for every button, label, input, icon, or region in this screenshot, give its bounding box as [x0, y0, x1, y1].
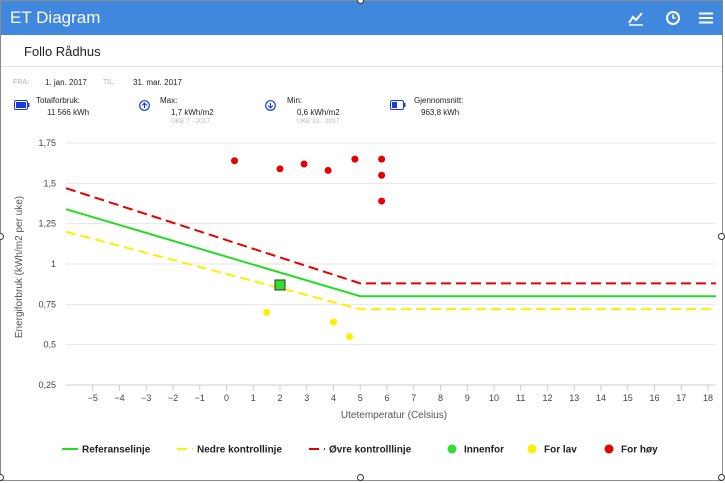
- data-point-2-5: [378, 155, 386, 163]
- x-tick-label: 3: [304, 393, 309, 403]
- series-line-1: [65, 230, 716, 311]
- max-value: 1,7 kWh/m2: [171, 108, 214, 117]
- legend-swatch-5: [604, 444, 614, 454]
- series-line-2: [65, 187, 716, 285]
- resize-handle-bottom-right[interactable]: [718, 474, 725, 481]
- y-tick-label: 1,25: [38, 219, 56, 229]
- data-point-2-7: [378, 197, 386, 205]
- legend-swatch-3: [447, 444, 457, 454]
- avg-label: Gjennomsnitt:: [414, 96, 464, 105]
- data-point-2-2: [300, 160, 308, 168]
- data-point-2-0: [231, 157, 239, 165]
- avg-value: 963,8 kWh: [421, 108, 460, 117]
- x-tick-label: 10: [489, 393, 499, 403]
- arrow-up-circle-icon: [139, 100, 150, 111]
- x-tick-label: 18: [703, 393, 713, 403]
- min-value: 0,6 kWh/m2: [297, 108, 340, 117]
- x-tick-label: 7: [411, 393, 416, 403]
- legend-label-0: Referanselinje: [82, 445, 151, 456]
- data-point-1-1: [329, 318, 337, 326]
- x-tick-label: −5: [88, 393, 98, 403]
- from-value: 1. jan. 2017: [45, 78, 87, 87]
- x-tick-label: 12: [542, 393, 552, 403]
- x-axis-ticks: −5 −4 −3 −2 −1 0 1 2 3 4 5 6 7 8 9 10 11 12 13 14 15 16 17 18: [88, 393, 713, 403]
- x-tick-label: −1: [195, 393, 205, 403]
- max-week: UKE 7 - 2017: [171, 118, 211, 125]
- x-tick-label: 2: [277, 393, 282, 403]
- x-tick-label: 17: [676, 393, 686, 403]
- x-tick-label: 0: [224, 393, 229, 403]
- data-point-2-4: [351, 155, 359, 163]
- x-tick-label: 11: [516, 393, 525, 403]
- legend-label-3: Innenfor: [464, 445, 504, 456]
- page-title: Follo Rådhus: [24, 44, 101, 59]
- y-tick-label: 0,5: [43, 340, 56, 350]
- from-label: FRA:: [13, 79, 29, 86]
- page-header: Follo Rådhus: [1, 36, 722, 67]
- data-point-2-3: [324, 166, 332, 174]
- min-label: Min:: [287, 96, 303, 105]
- y-tick-label: 1,5: [43, 178, 56, 188]
- legend-label-4: For lav: [544, 445, 577, 456]
- legend-swatch-4: [527, 444, 537, 454]
- menu-icon[interactable]: [698, 10, 714, 26]
- chart-line-icon[interactable]: [628, 10, 644, 26]
- battery-half-icon: [390, 100, 406, 110]
- x-tick-label: −3: [141, 393, 151, 403]
- min-week: UKE 13 - 2017: [297, 118, 340, 125]
- max-label: Max:: [160, 96, 178, 105]
- arrow-down-circle-icon: [265, 100, 276, 111]
- x-tick-label: 5: [358, 393, 363, 403]
- y-tick-label: 0,75: [38, 299, 56, 309]
- data-point-0-0: [274, 279, 286, 291]
- legend-label-1: Nedre kontrollinje: [197, 445, 282, 456]
- total-label: Totalforbruk:: [36, 96, 81, 105]
- x-tick-label: 13: [569, 393, 579, 403]
- x-tick-label: −2: [168, 393, 178, 403]
- to-label: TIL:: [103, 79, 116, 86]
- battery-full-icon: [14, 100, 30, 110]
- data-point-2-1: [276, 165, 284, 173]
- data-point-1-2: [346, 333, 354, 341]
- x-tick-label: 14: [596, 393, 606, 403]
- resize-handle-top[interactable]: [357, 0, 364, 4]
- app-header: ET Diagram: [1, 1, 722, 35]
- chart-grid: [66, 142, 716, 391]
- total-value: 11 566 kWh: [47, 108, 90, 117]
- y-tick-label: 1: [51, 259, 56, 269]
- x-tick-label: 9: [465, 393, 470, 403]
- x-tick-label: 6: [384, 393, 389, 403]
- legend-label-2: Øvre kontrolllinje: [329, 445, 412, 456]
- series-line-0: [65, 208, 716, 298]
- resize-handle-bottom-left[interactable]: [0, 474, 4, 481]
- resize-handle-bottom[interactable]: [357, 474, 364, 481]
- y-tick-label: 1,75: [38, 138, 56, 148]
- y-tick-label: 0,25: [38, 380, 56, 390]
- data-point-2-6: [378, 171, 386, 179]
- to-value: 31. mar. 2017: [133, 78, 182, 87]
- app-title: ET Diagram: [10, 8, 101, 27]
- clock-icon[interactable]: [665, 10, 681, 26]
- y-axis-label: Energiforbruk (kWh/m2 per uke): [14, 196, 25, 338]
- resize-handle-right[interactable]: [718, 233, 725, 240]
- data-point-1-0: [263, 308, 271, 316]
- chart-legend: Referanselinje Nedre kontrollinje Øvre kon…: [62, 444, 658, 456]
- x-tick-label: 15: [623, 393, 633, 403]
- x-tick-label: 1: [251, 393, 256, 403]
- chart-series: [65, 155, 716, 341]
- x-tick-label: 16: [649, 393, 659, 403]
- x-tick-label: 4: [331, 393, 336, 403]
- legend-label-5: For høy: [621, 445, 658, 456]
- x-axis-label: Utetemperatur (Celsius): [341, 410, 447, 421]
- x-tick-label: −4: [114, 393, 124, 403]
- et-chart: −5 −4 −3 −2 −1 0 1 2 3 4 5 6 7 8 9 10 11 12 13 14 15 16 17 18 1…: [14, 138, 716, 456]
- x-tick-label: 8: [438, 393, 443, 403]
- y-axis-ticks: 1,75 1,5 1,25 1 0,75 0,5 0,25: [38, 138, 56, 390]
- resize-handle-left[interactable]: [0, 233, 4, 240]
